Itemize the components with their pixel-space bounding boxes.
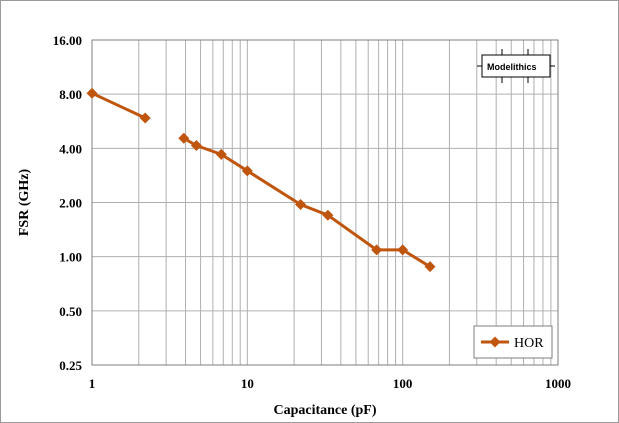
plot-area-border <box>91 39 559 366</box>
legend-label-hor: HOR <box>514 336 544 351</box>
y-tick-label: 4.00 <box>59 141 82 156</box>
x-axis-title: Capacitance (pF) <box>273 403 376 418</box>
y-tick-label: 16.00 <box>53 33 82 48</box>
data-point-hor <box>295 198 307 210</box>
y-tick-label: 0.50 <box>59 304 82 319</box>
data-point-hor <box>190 139 202 151</box>
modelithics-logo: Modelithics <box>477 49 555 83</box>
y-tick-labels: 16.00 8.00 4.00 2.00 1.00 0.50 0.25 <box>53 33 83 373</box>
data-point-hor <box>178 132 190 144</box>
x-tick-labels: 1 10 100 1000 <box>89 376 571 391</box>
y-tick-label: 0.25 <box>59 358 82 373</box>
data-point-hor <box>241 165 253 177</box>
x-tick-label: 10 <box>241 376 254 391</box>
series-layer <box>86 87 436 273</box>
data-point-hor <box>424 261 436 273</box>
grid <box>92 39 558 366</box>
x-tick-label: 1 <box>89 376 96 391</box>
x-tick-label: 100 <box>393 376 413 391</box>
data-point-hor <box>322 209 334 221</box>
logo-text-b: ithics <box>513 62 537 72</box>
data-point-hor <box>86 87 98 99</box>
legend: HOR <box>473 325 553 359</box>
data-point-hor <box>371 244 383 256</box>
y-tick-label: 2.00 <box>59 196 82 211</box>
y-tick-label: 1.00 <box>59 250 82 265</box>
y-axis-title: FSR (GHz) <box>17 169 32 237</box>
logo-pins <box>477 49 555 83</box>
data-point-hor <box>397 244 409 256</box>
y-tick-label: 8.00 <box>59 87 82 102</box>
data-point-hor <box>215 148 227 160</box>
logo-text: Modelithics <box>487 62 537 72</box>
series-line-hor <box>91 91 146 120</box>
logo-text-a: Model <box>487 62 513 72</box>
x-tick-label: 1000 <box>545 376 571 391</box>
data-point-hor <box>139 112 151 124</box>
legend-diamond-marker <box>489 336 501 348</box>
